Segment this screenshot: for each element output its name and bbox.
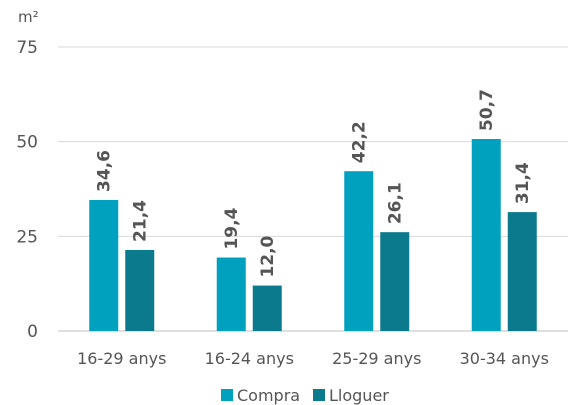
data-labels: 34,6 21,4 19,4 12,0 42,2 26,1 50,7 31,4 bbox=[95, 89, 534, 277]
bars bbox=[89, 139, 537, 331]
data-label: 26,1 bbox=[386, 182, 406, 224]
x-category-label: 25-29 anys bbox=[332, 349, 421, 368]
x-category-label: 16-24 anys bbox=[205, 349, 294, 368]
x-category-label: 16-29 anys bbox=[77, 349, 166, 368]
data-label: 19,4 bbox=[222, 207, 242, 249]
bar bbox=[125, 249, 155, 331]
y-tick-label: 50 bbox=[16, 133, 38, 153]
data-label: 12,0 bbox=[258, 235, 278, 277]
legend-label: Compra bbox=[237, 386, 300, 405]
data-label: 34,6 bbox=[95, 150, 115, 192]
y-tick-label: 25 bbox=[16, 227, 38, 247]
data-label: 42,2 bbox=[350, 121, 370, 163]
bar bbox=[216, 257, 246, 331]
bar bbox=[252, 285, 282, 331]
bar bbox=[471, 139, 501, 331]
y-axis-ticks: 0 25 50 75 bbox=[16, 38, 38, 342]
legend-label: Lloguer bbox=[329, 386, 389, 405]
bar bbox=[507, 212, 537, 331]
bar bbox=[89, 199, 119, 331]
data-label: 31,4 bbox=[513, 162, 533, 204]
legend: Compra Lloguer bbox=[221, 386, 389, 405]
y-tick-label: 75 bbox=[16, 38, 38, 58]
x-category-label: 30-34 anys bbox=[460, 349, 549, 368]
y-tick-label: 0 bbox=[27, 322, 38, 342]
category-labels: 16-29 anys 16-24 anys 25-29 anys 30-34 anys bbox=[77, 349, 549, 368]
data-label: 50,7 bbox=[477, 89, 497, 131]
bar bbox=[380, 232, 410, 331]
legend-swatch bbox=[313, 389, 325, 401]
y-unit-label: m² bbox=[18, 8, 39, 26]
legend-swatch bbox=[221, 389, 233, 401]
bar bbox=[344, 171, 374, 331]
data-label: 21,4 bbox=[131, 200, 151, 242]
